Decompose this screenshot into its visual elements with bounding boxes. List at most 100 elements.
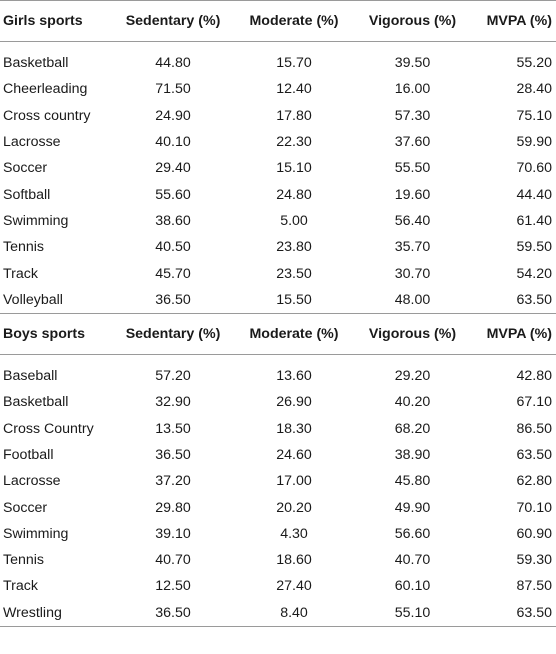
value-cell: 71.50	[155, 81, 191, 98]
sport-name-cell: Soccer	[3, 499, 48, 516]
value-cell: 23.50	[276, 265, 312, 282]
sport-name-cell: Basketball	[3, 55, 69, 72]
value-cell: 29.80	[155, 499, 191, 516]
value-cell: 15.10	[276, 160, 312, 177]
value-cell: 40.10	[155, 134, 191, 151]
sport-name-cell: Basketball	[3, 394, 69, 411]
value-cell: 60.90	[516, 525, 552, 542]
value-cell: 55.50	[394, 160, 431, 177]
column-header: Sedentary (%)	[113, 312, 233, 355]
value-cell: 40.50	[155, 239, 191, 256]
value-cell: 36.50	[155, 291, 191, 308]
value-cell: 27.40	[276, 578, 312, 595]
value-cell: 86.50	[516, 420, 552, 437]
sport-name-cell: Cross country	[3, 107, 91, 124]
spacer-row	[0, 354, 556, 363]
sport-name-cell: Cheerleading	[3, 81, 88, 98]
value-cell: 63.50	[516, 291, 552, 308]
column-header: MVPA (%)	[470, 0, 556, 42]
value-cell: 23.80	[276, 239, 312, 256]
value-cell: 38.90	[394, 447, 431, 463]
sport-name-cell: Cross Country	[3, 420, 94, 437]
section-title: Girls sports	[0, 0, 113, 42]
value-cell: 24.60	[276, 447, 312, 463]
sport-name-cell: Softball	[3, 186, 51, 203]
value-cell: 44.80	[155, 55, 191, 72]
table-row: Baseball 57.20 13.60 29.20 42.80	[0, 363, 556, 389]
value-cell: 28.40	[516, 81, 552, 98]
value-cell: 55.60	[155, 186, 191, 203]
value-cell: 62.80	[516, 473, 552, 490]
table-body: Girls sports Sedentary (%) Moderate (%) Vig…	[0, 0, 556, 627]
value-cell: 49.90	[394, 499, 431, 516]
sport-name-cell: Wrestling	[0, 599, 113, 627]
value-cell: 24.80	[276, 186, 312, 203]
value-cell: 37.20	[155, 473, 191, 490]
value-cell: 22.30	[276, 134, 312, 151]
value-cell: 56.40	[394, 212, 431, 229]
value-cell: 13.60	[276, 368, 312, 385]
value-cell: 24.90	[155, 107, 191, 124]
value-cell: 40.70	[155, 552, 191, 569]
sport-name-cell: Baseball	[3, 368, 58, 385]
value-cell: 12.40	[276, 81, 312, 98]
value-cell: 63.50	[516, 447, 552, 463]
table-row: Lacrosse 40.10 22.30 37.60 59.90	[0, 129, 556, 155]
column-header: Vigorous (%)	[355, 0, 470, 42]
value-cell: 4.30	[280, 525, 308, 542]
table-row: Basketball 44.80 15.70 39.50 55.20	[0, 50, 556, 76]
spacer-cell	[0, 354, 556, 363]
value-cell: 13.50	[155, 420, 191, 437]
sport-name-cell: Lacrosse	[3, 134, 61, 151]
value-cell: 39.50	[394, 55, 431, 72]
value-cell: 60.10	[394, 578, 431, 595]
value-cell: 15.70	[276, 55, 312, 72]
sport-name-cell: Lacrosse	[3, 473, 61, 490]
table-row: Soccer 29.40 15.10 55.50 70.60	[0, 155, 556, 181]
sport-name-cell: Football	[3, 447, 54, 463]
value-cell: 18.30	[276, 420, 312, 437]
sport-name-cell: Swimming	[3, 212, 69, 229]
value-cell: 45.80	[394, 473, 431, 490]
column-header: Sedentary (%)	[113, 0, 233, 42]
value-cell: 18.60	[276, 552, 312, 569]
value-cell: 39.10	[155, 525, 191, 542]
sport-name-cell: Swimming	[3, 525, 69, 542]
value-cell: 38.60	[155, 212, 191, 229]
table-row: Track 12.50 27.40 60.10 87.50	[0, 573, 556, 599]
value-cell: 45.70	[155, 265, 191, 282]
table-row: Softball 55.60 24.80 19.60 44.40	[0, 181, 556, 207]
value-cell: 29.20	[394, 368, 431, 385]
table-row: Swimming 38.60 5.00 56.40 61.40	[0, 208, 556, 234]
value-cell: 59.90	[516, 134, 552, 151]
value-cell: 30.70	[394, 265, 431, 282]
table-row: Football 36.50 24.60 38.90 63.50	[0, 442, 556, 468]
table-row: Basketball 32.90 26.90 40.20 67.10	[0, 389, 556, 415]
value-cell: 59.50	[516, 239, 552, 256]
spacer-row	[0, 42, 556, 51]
value-cell: 61.40	[516, 212, 552, 229]
value-cell: 29.40	[155, 160, 191, 177]
value-cell: 67.10	[516, 394, 552, 411]
sport-name-cell: Tennis	[3, 552, 45, 569]
sport-name-cell: Tennis	[3, 239, 45, 256]
table-row: Cross Country 13.50 18.30 68.20 86.50	[0, 416, 556, 442]
sport-name-cell: Track	[3, 265, 38, 282]
sport-name-cell: Volleyball	[3, 291, 63, 308]
table-row: Tennis 40.70 18.60 40.70 59.30	[0, 547, 556, 573]
spacer-cell	[0, 42, 556, 51]
value-cell: 16.00	[394, 81, 431, 98]
value-cell: 42.80	[516, 368, 552, 385]
value-cell: 70.10	[516, 499, 552, 516]
value-cell: 15.50	[276, 291, 312, 308]
value-cell: 70.60	[516, 160, 552, 177]
value-cell: 54.20	[516, 265, 552, 282]
value-cell: 87.50	[516, 578, 552, 595]
value-cell: 17.00	[276, 473, 312, 490]
value-cell: 36.50	[155, 447, 191, 463]
table-row: Soccer 29.80 20.20 49.90 70.10	[0, 494, 556, 520]
value-cell: 55.10	[355, 599, 470, 627]
table-row: Track 45.70 23.50 30.70 54.20	[0, 260, 556, 286]
table-row: Cross country 24.90 17.80 57.30 75.10	[0, 103, 556, 129]
column-header: Vigorous (%)	[355, 312, 470, 355]
